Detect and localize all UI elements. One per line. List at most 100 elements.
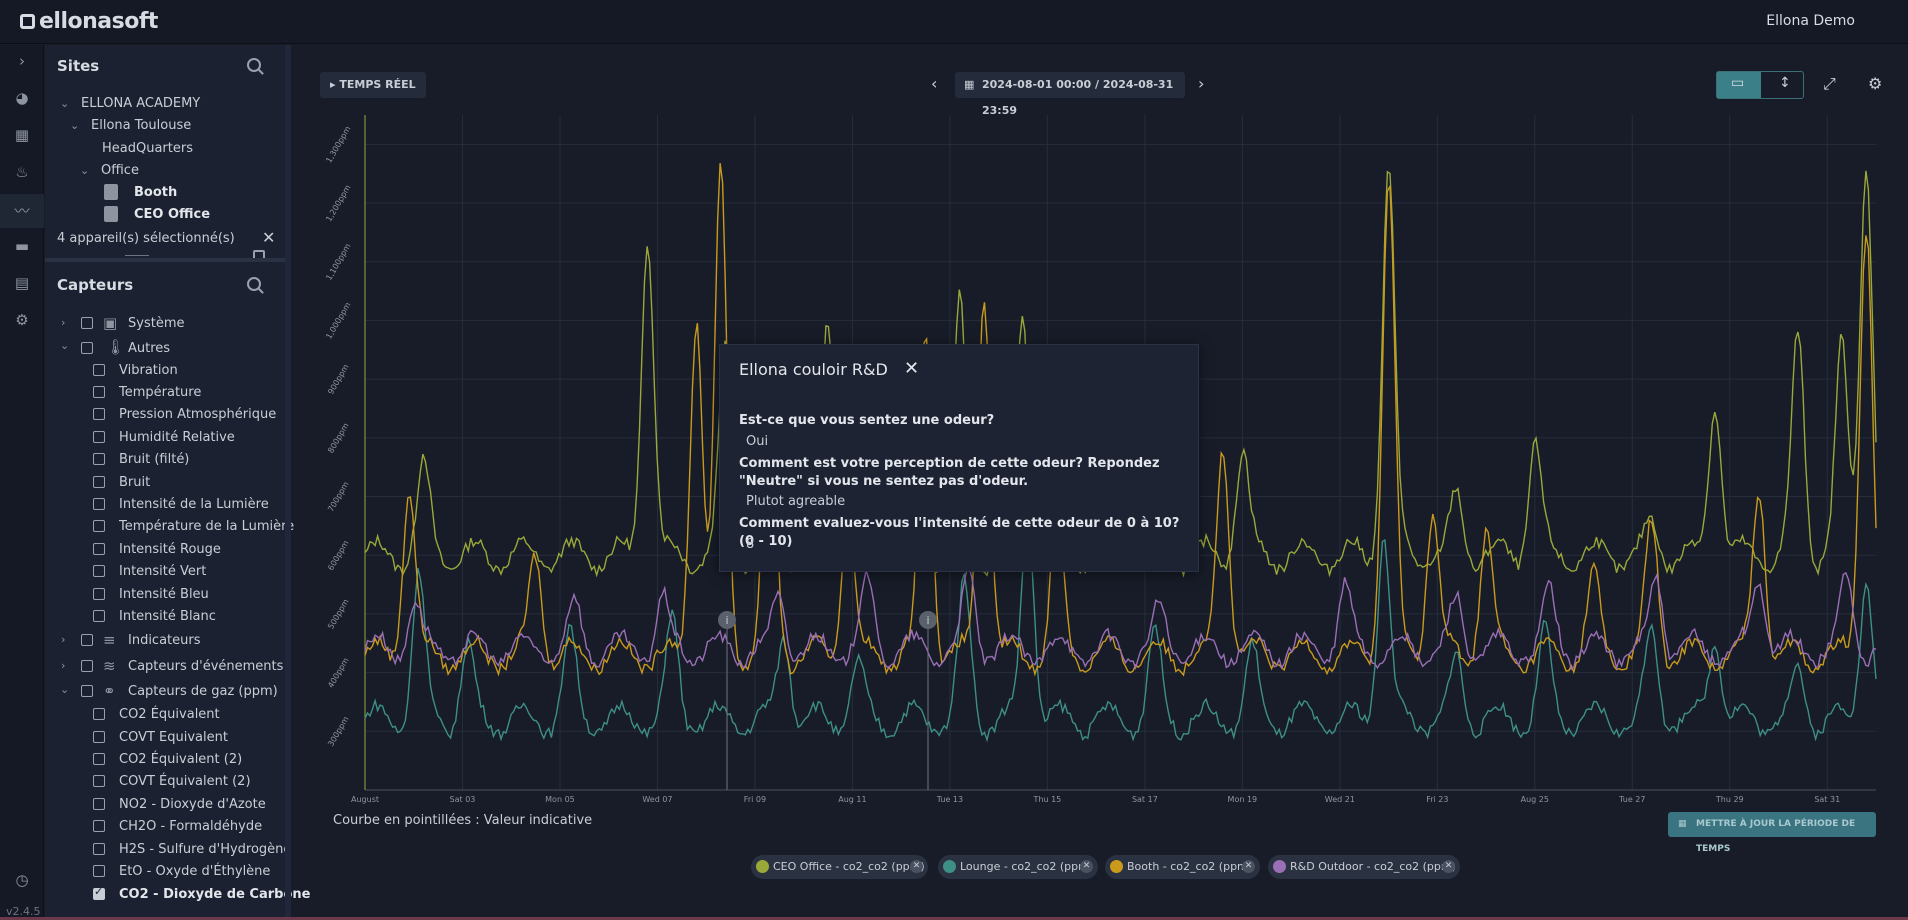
chart-line-icon[interactable]: 〰 (0, 194, 44, 228)
chevron-down-icon[interactable]: ⌄ (60, 339, 70, 352)
date-range-picker[interactable]: ▦ 2024-08-01 00:00 / 2024-08-31 23:59 (955, 72, 1185, 117)
app-logo[interactable]: ellonasoft (20, 9, 158, 34)
checkbox[interactable] (93, 708, 105, 720)
update-period-button[interactable]: ▦ METTRE À JOUR LA PÉRIODE DE TEMPS (1668, 812, 1876, 854)
sensor-item[interactable]: Intensité de la Lumière (119, 497, 269, 512)
sensor-item[interactable]: Intensité Blanc (119, 609, 216, 624)
chevron-down-icon[interactable]: ⌄ (70, 119, 80, 132)
legend-chip-ceo-office[interactable]: CEO Office - co2_co2 (ppm) ✕ (751, 855, 928, 879)
sensor-item[interactable]: Température de la Lumière (119, 519, 295, 534)
tree-item-booth[interactable]: Booth (134, 185, 178, 200)
group-autres[interactable]: Autres (128, 341, 171, 356)
sensor-item[interactable]: CO2 Équivalent (2) (119, 752, 243, 767)
group-indicateurs[interactable]: Indicateurs (128, 633, 201, 648)
chevron-right-icon[interactable]: › (61, 316, 66, 329)
checkbox[interactable] (93, 731, 105, 743)
sites-search-icon[interactable] (247, 58, 261, 72)
view-mode-toggle[interactable]: ▭ ↕ (1716, 71, 1804, 99)
checkbox[interactable] (93, 498, 105, 510)
remove-series-close-icon[interactable]: ✕ (1442, 860, 1455, 873)
checkbox[interactable] (93, 453, 105, 465)
clear-selection-close-icon[interactable]: ✕ (262, 228, 276, 247)
clock-icon[interactable]: ◷ (15, 871, 29, 889)
checkbox[interactable] (93, 565, 105, 577)
sensor-item[interactable]: Bruit (filté) (119, 452, 190, 467)
checkbox[interactable] (93, 408, 105, 420)
checkbox[interactable] (93, 798, 105, 810)
checkbox[interactable] (93, 588, 105, 600)
checkbox[interactable] (93, 476, 105, 488)
sensor-item[interactable]: Intensité Vert (119, 564, 207, 579)
checkbox[interactable] (81, 660, 93, 672)
sensor-item[interactable]: COVT Equivalent (119, 730, 228, 745)
checkbox[interactable] (93, 820, 105, 832)
alarm-icon[interactable]: ♨ (15, 163, 29, 181)
checkbox[interactable] (93, 520, 105, 532)
factory-icon[interactable]: ▦ (14, 126, 30, 144)
sensor-item[interactable]: Vibration (119, 363, 178, 378)
realtime-button[interactable]: ▸ TEMPS RÉEL (320, 72, 426, 98)
panel-resizer[interactable] (285, 45, 291, 920)
checkbox[interactable] (93, 843, 105, 855)
checkbox[interactable] (93, 364, 105, 376)
tree-item-headquarters[interactable]: HeadQuarters (102, 141, 193, 156)
checkbox[interactable] (93, 431, 105, 443)
sensor-item[interactable]: Intensité Rouge (119, 542, 221, 557)
checkbox[interactable] (93, 865, 105, 877)
popup-close-icon[interactable]: ✕ (904, 358, 920, 379)
tree-item-ellona-academy[interactable]: ELLONA ACADEMY (81, 96, 201, 111)
checkbox[interactable] (93, 543, 105, 555)
group-evenements[interactable]: Capteurs d'événements (128, 659, 284, 674)
sensor-item[interactable]: H2S - Sulfure d'Hydrogène (119, 842, 292, 857)
series-line[interactable] (364, 519, 1877, 743)
settings-gear-icon[interactable]: ⚙ (15, 311, 29, 329)
remove-series-close-icon[interactable]: ✕ (1242, 860, 1255, 873)
checkbox[interactable] (93, 775, 105, 787)
chevron-down-icon[interactable]: ⌄ (80, 164, 90, 177)
dashboard-icon[interactable]: ◕ (15, 89, 29, 107)
info-marker-icon[interactable] (919, 611, 937, 629)
group-gaz[interactable]: Capteurs de gaz (ppm) (128, 684, 278, 699)
checkbox[interactable] (93, 386, 105, 398)
sensor-item[interactable]: Température (119, 385, 202, 400)
remove-series-close-icon[interactable]: ✕ (910, 860, 923, 873)
fullscreen-icon[interactable]: ⤢ (1823, 74, 1836, 93)
checkbox[interactable] (81, 634, 93, 646)
previous-period-icon[interactable]: ‹ (931, 74, 938, 93)
checkbox[interactable] (81, 317, 93, 329)
folder-icon[interactable]: ▬ (14, 237, 30, 255)
next-period-icon[interactable]: › (1198, 74, 1205, 93)
annotation-markers[interactable]: i i (718, 611, 937, 790)
group-systeme[interactable]: Système (128, 316, 185, 331)
checkbox[interactable] (93, 610, 105, 622)
chevron-down-icon[interactable]: ⌄ (60, 683, 70, 696)
sensor-item[interactable]: EtO - Oxyde d'Éthylène (119, 864, 271, 879)
image-view-icon[interactable]: ▭ (1717, 72, 1761, 98)
tree-item-ellona-toulouse[interactable]: Ellona Toulouse (91, 118, 192, 133)
sensors-search-icon[interactable] (247, 277, 261, 291)
legend-chip-booth[interactable]: Booth - co2_co2 (ppm) ✕ (1105, 855, 1260, 879)
checkbox[interactable] (81, 342, 93, 354)
checkbox-checked[interactable] (93, 885, 105, 900)
expand-chevron-icon[interactable]: › (19, 52, 25, 70)
sensor-item[interactable]: CO2 Équivalent (119, 707, 220, 722)
tree-item-office[interactable]: Office (101, 163, 139, 178)
sensor-item[interactable]: Pression Atmosphérique (119, 407, 277, 422)
chevron-right-icon[interactable]: › (61, 633, 66, 646)
series-line[interactable] (364, 567, 1877, 671)
sensor-item[interactable]: CH2O - Formaldéhyde (119, 819, 263, 834)
chart-settings-gear-icon[interactable]: ⚙ (1868, 74, 1883, 93)
user-menu[interactable]: Ellona Demo (1766, 13, 1855, 29)
sensor-item[interactable]: Bruit (119, 475, 151, 490)
vertical-arrows-icon[interactable]: ↕ (1779, 75, 1791, 91)
legend-chip-lounge[interactable]: Lounge - co2_co2 (ppm) ✕ (938, 855, 1098, 879)
sensor-item[interactable]: Humidité Relative (119, 430, 235, 445)
remove-series-close-icon[interactable]: ✕ (1080, 860, 1093, 873)
sensor-item[interactable]: NO2 - Dioxyde d'Azote (119, 797, 266, 812)
legend-chip-rd-outdoor[interactable]: R&D Outdoor - co2_co2 (ppm) ✕ (1268, 855, 1460, 879)
chevron-right-icon[interactable]: › (61, 659, 66, 672)
sensor-item[interactable]: Intensité Bleu (119, 587, 209, 602)
info-marker-icon[interactable] (718, 611, 736, 629)
sensor-item-selected[interactable]: CO2 - Dioxyde de Carbone (119, 887, 311, 902)
chevron-down-icon[interactable]: ⌄ (60, 97, 70, 110)
